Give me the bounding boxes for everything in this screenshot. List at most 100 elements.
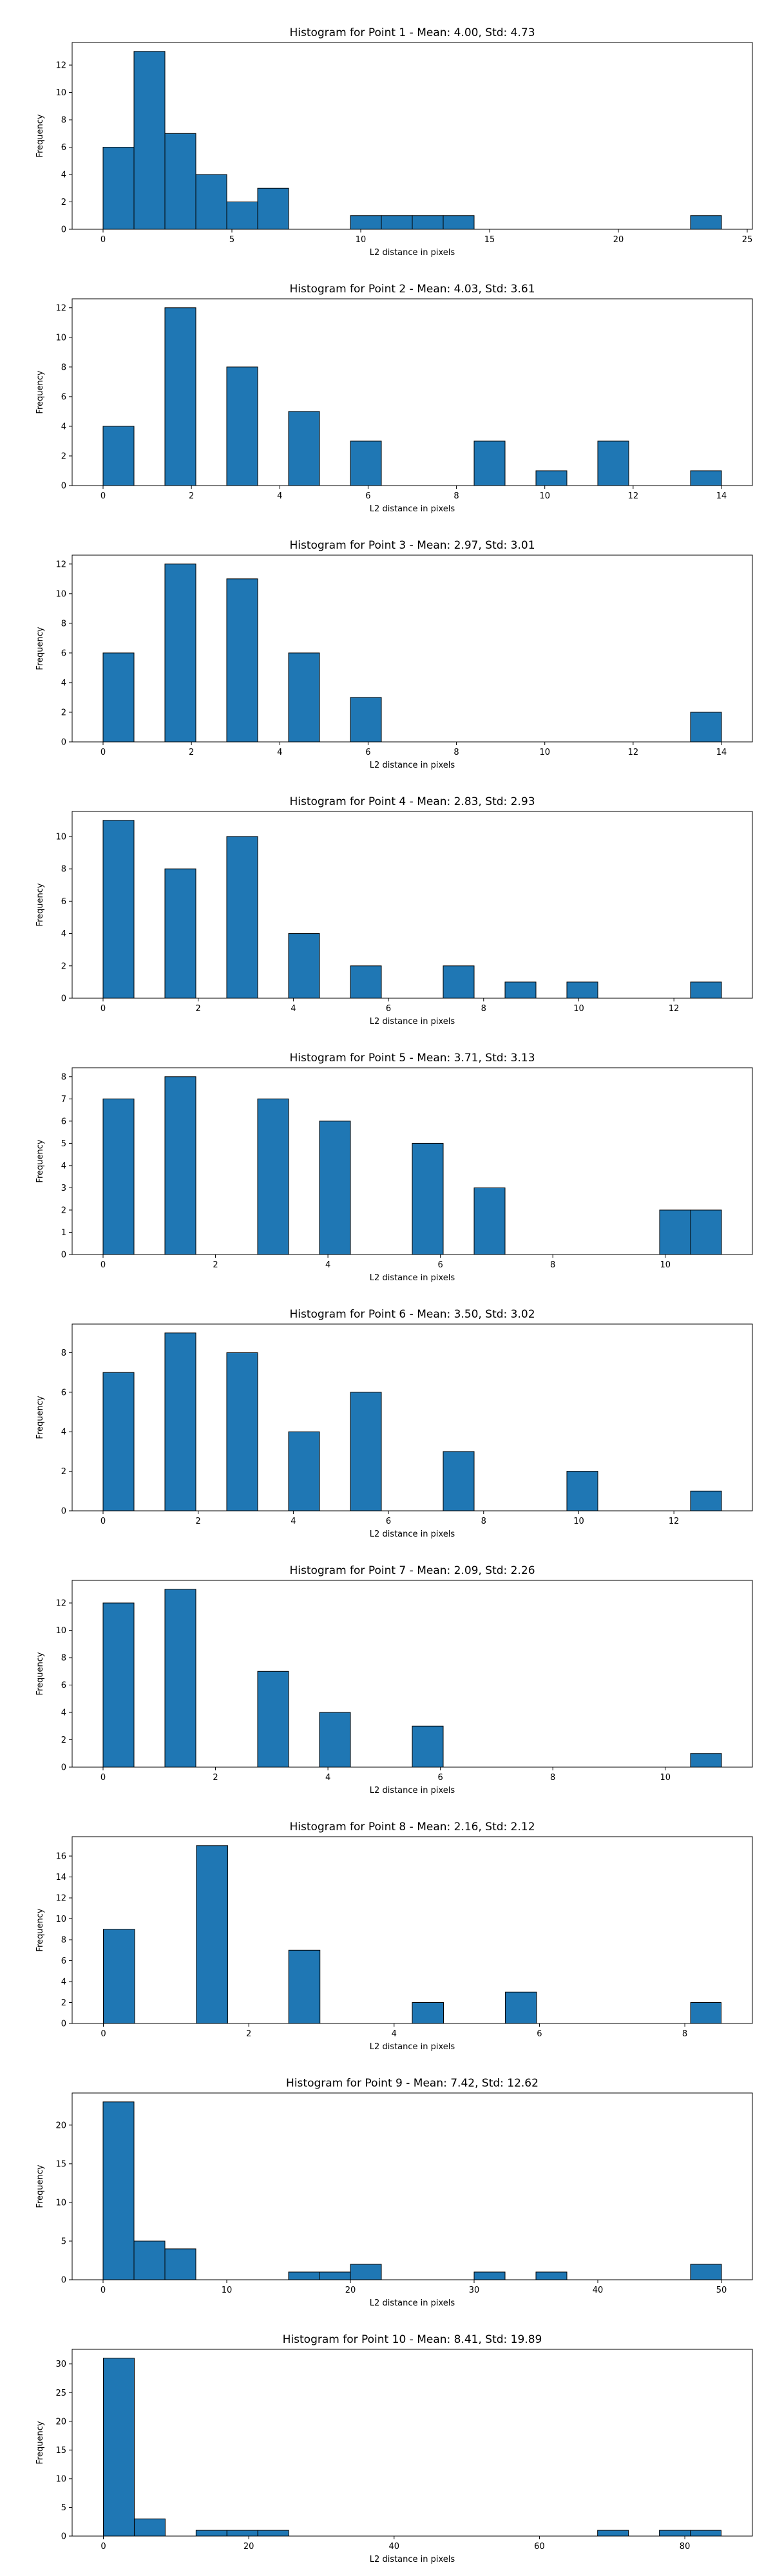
y-axis-label: Frequency (35, 1396, 45, 1439)
histogram-bar (257, 2530, 289, 2537)
x-tick-label: 40 (389, 2542, 400, 2552)
histogram-bar (659, 2530, 691, 2537)
x-tick-label: 10 (539, 748, 550, 757)
y-tick-label: 15 (55, 2446, 66, 2456)
histogram-bar (473, 1187, 506, 1255)
histogram-bar (597, 440, 629, 486)
y-tick-label: 10 (55, 333, 66, 343)
y-tick-label: 8 (61, 363, 66, 372)
y-tick-label: 6 (61, 897, 66, 907)
y-tick-label: 8 (61, 116, 66, 126)
x-axis-label: L2 distance in pixels (370, 1017, 455, 1027)
y-tick-label: 25 (55, 2389, 66, 2398)
histogram-bar (226, 578, 258, 743)
y-tick-label: 6 (61, 1117, 66, 1126)
y-tick-label: 2 (61, 451, 66, 461)
x-tick-label: 40 (593, 2286, 604, 2295)
histogram-bar (690, 2264, 722, 2280)
histogram-bar (473, 440, 506, 486)
axes-frame (72, 298, 753, 486)
histogram-bar (102, 1372, 135, 1511)
histogram-bar (103, 1929, 135, 2024)
x-tick-label: 2 (196, 1004, 201, 1014)
histogram-bar (102, 2101, 135, 2280)
x-tick-label: 2 (196, 1517, 201, 1526)
y-tick-label: 2 (61, 1736, 66, 1745)
histogram-panel-10: Histogram for Point 10 - Mean: 8.41, Std… (35, 2333, 753, 2564)
y-tick-label: 4 (61, 1428, 66, 1437)
y-tick-label: 4 (61, 929, 66, 939)
histogram-bar (102, 147, 135, 230)
x-tick-label: 20 (613, 235, 624, 245)
y-tick-label: 10 (55, 589, 66, 599)
y-axis-label: Frequency (35, 114, 45, 157)
histogram-bar (350, 697, 382, 743)
y-tick-label: 8 (61, 1072, 66, 1082)
histogram-bar (350, 965, 382, 999)
histogram-bar (504, 981, 537, 999)
histogram-bar (164, 1332, 196, 1511)
histogram-bar (195, 174, 227, 230)
histogram-bar (102, 820, 135, 999)
chart-title: Histogram for Point 9 - Mean: 7.42, Std:… (286, 2077, 539, 2090)
x-tick-label: 8 (453, 491, 459, 501)
histogram-bar (133, 2240, 166, 2280)
histogram-bar (257, 1098, 289, 1255)
x-tick-label: 6 (437, 1773, 443, 1783)
histogram-bar (288, 2271, 320, 2280)
axes-frame (72, 1323, 753, 1511)
x-tick-label: 0 (100, 235, 106, 245)
y-tick-label: 8 (61, 865, 66, 875)
histogram-bar (226, 1352, 258, 1511)
y-tick-label: 2 (61, 1998, 66, 2008)
y-tick-label: 7 (61, 1095, 66, 1104)
histogram-bar (164, 1076, 196, 1255)
axes-frame (72, 1580, 753, 1768)
y-tick-label: 12 (55, 1599, 66, 1609)
histogram-bar (226, 202, 258, 230)
histogram-bar (690, 2002, 721, 2024)
y-tick-label: 12 (55, 61, 66, 71)
y-tick-label: 0 (61, 2276, 66, 2286)
x-tick-label: 0 (100, 1004, 106, 1014)
y-tick-label: 0 (61, 2020, 66, 2029)
x-tick-label: 12 (628, 748, 639, 757)
y-tick-label: 0 (61, 225, 66, 235)
y-tick-label: 0 (61, 2532, 66, 2542)
histogram-bar (443, 965, 475, 999)
histogram-bar (690, 981, 722, 999)
y-tick-label: 6 (61, 1956, 66, 1966)
histogram-bar (164, 1589, 196, 1768)
y-axis-label: Frequency (35, 883, 45, 926)
x-tick-label: 10 (660, 1773, 671, 1783)
axes-frame (72, 1067, 753, 1255)
histogram-bar (690, 1490, 722, 1511)
histogram-bar (288, 1431, 320, 1511)
x-axis-label: L2 distance in pixels (370, 248, 455, 258)
histogram-bar (319, 1121, 351, 1255)
y-tick-label: 4 (61, 171, 66, 180)
y-axis-label: Frequency (35, 1652, 45, 1695)
histogram-bar (257, 187, 289, 230)
y-tick-label: 1 (61, 1228, 66, 1238)
y-tick-label: 4 (61, 1709, 66, 1718)
chart-title: Histogram for Point 6 - Mean: 3.50, Std:… (289, 1308, 535, 1321)
y-tick-label: 8 (61, 1936, 66, 1946)
y-tick-label: 6 (61, 649, 66, 658)
y-tick-label: 5 (61, 2237, 66, 2246)
histogram-bar (412, 2002, 444, 2024)
histogram-bar (690, 1209, 722, 1255)
x-tick-label: 20 (345, 2286, 356, 2295)
histogram-bar (597, 2530, 629, 2537)
chart-title: Histogram for Point 5 - Mean: 3.71, Std:… (289, 1052, 535, 1065)
y-tick-label: 0 (61, 1251, 66, 1260)
axes-frame (72, 811, 753, 999)
histogram-bar (319, 1712, 351, 1768)
histogram-bar (350, 440, 382, 486)
x-axis-label: L2 distance in pixels (370, 504, 455, 514)
histogram-bar (103, 2358, 135, 2537)
x-tick-label: 4 (325, 1773, 330, 1783)
x-tick-label: 12 (628, 491, 639, 501)
axes-frame (72, 1836, 753, 2024)
histogram-panel-8: Histogram for Point 8 - Mean: 2.16, Std:… (35, 1821, 753, 2052)
